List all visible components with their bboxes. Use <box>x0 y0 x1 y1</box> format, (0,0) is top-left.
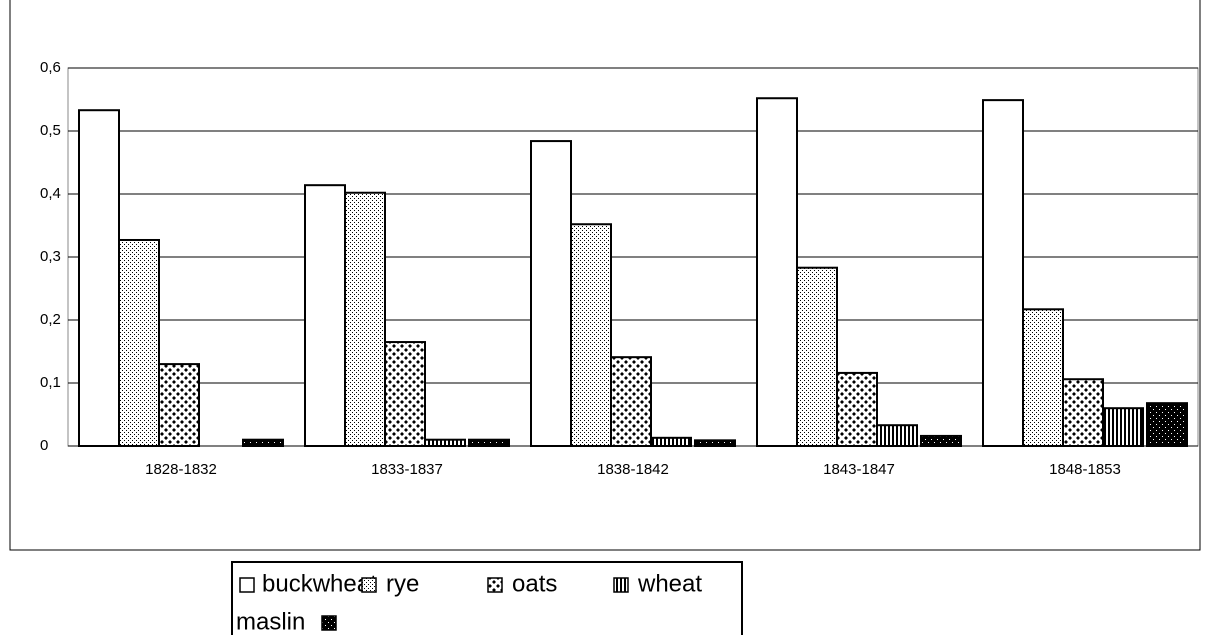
legend-label: wheat <box>637 570 702 597</box>
bar <box>158 363 200 448</box>
legend-label: oats <box>512 570 557 597</box>
legend-box <box>231 561 743 640</box>
bar <box>1102 407 1144 448</box>
bar <box>694 439 736 447</box>
y-tick-label: 0 <box>40 437 48 454</box>
bar <box>570 223 612 447</box>
legend-swatch <box>361 577 377 593</box>
bar <box>650 436 692 447</box>
y-tick-label: 0,3 <box>40 248 61 265</box>
bar <box>796 266 838 447</box>
y-tick-label: 0,5 <box>40 122 61 139</box>
y-tick-label: 0,6 <box>40 59 61 76</box>
legend-swatch <box>487 577 503 593</box>
y-tick-label: 0,2 <box>40 311 61 328</box>
bar <box>1062 378 1104 447</box>
bar <box>982 99 1024 447</box>
y-tick-label: 0,1 <box>40 374 61 391</box>
bar <box>78 109 120 448</box>
bar <box>118 238 160 447</box>
bar <box>344 191 386 447</box>
x-tick-label: 1828-1832 <box>145 461 217 478</box>
x-tick-label: 1833-1837 <box>371 461 443 478</box>
bar <box>876 424 918 447</box>
legend-label: rye <box>386 570 419 597</box>
x-tick-label: 1843-1847 <box>823 461 895 478</box>
legend-swatch <box>239 577 255 593</box>
y-tick-label: 0,4 <box>40 185 61 202</box>
legend-label: maslin <box>236 608 305 635</box>
bar <box>468 438 510 448</box>
bar <box>384 341 426 447</box>
bar <box>304 184 346 447</box>
bar <box>242 438 284 448</box>
x-tick-label: 1838-1842 <box>597 461 669 478</box>
bar <box>836 371 878 448</box>
legend-label: buckwheat <box>262 570 377 597</box>
bar <box>920 434 962 448</box>
legend-swatch <box>613 577 629 593</box>
x-tick-label: 1848-1853 <box>1049 461 1121 478</box>
bar <box>610 356 652 448</box>
bar <box>1146 402 1188 448</box>
legend-swatch <box>321 615 337 631</box>
bar <box>424 438 466 448</box>
bar <box>530 140 572 448</box>
bar <box>756 97 798 448</box>
bar <box>1022 308 1064 448</box>
